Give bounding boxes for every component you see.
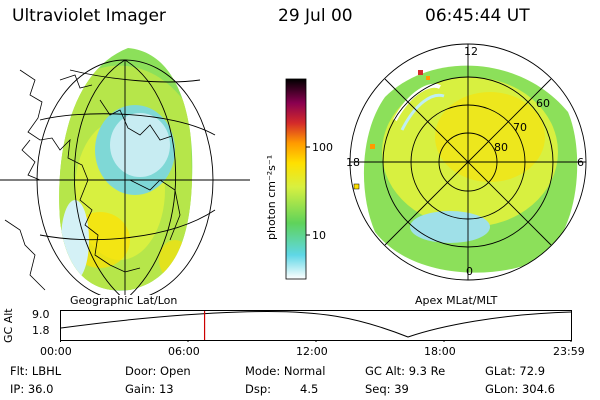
orbit-curve	[60, 310, 572, 338]
info-seq: Seq: 39	[365, 382, 409, 396]
gcalt-xtick-2359: 23:59	[553, 345, 585, 358]
info-gain: Gain: 13	[125, 382, 174, 396]
info-gcalt: GC Alt: 9.3 Re	[365, 364, 446, 378]
colorbar-unit-label: photon cm⁻²s⁻¹	[265, 154, 278, 240]
info-mode: Mode: Normal	[245, 364, 326, 378]
info-door: Door: Open	[125, 364, 191, 378]
gcalt-xtick-1200: 12:00	[296, 345, 328, 358]
gcalt-xtick-0000: 00:00	[40, 345, 72, 358]
lat-label-60: 60	[536, 97, 550, 110]
polar-plot	[349, 43, 587, 281]
gcalt-ytick-min: 1.8	[32, 324, 50, 337]
info-glon: GLon: 304.6	[485, 382, 555, 396]
info-dsp-value: 4.5	[300, 382, 319, 396]
gcalt-xtick-1800: 18:00	[424, 345, 456, 358]
mlt-label-6: 6	[577, 156, 584, 169]
gcalt-plot	[60, 310, 572, 342]
date-label: 29 Jul 00	[278, 6, 353, 26]
colorbar-tick-100: 100	[312, 141, 333, 154]
mlt-label-0: 0	[466, 265, 473, 278]
gcalt-ylabel: GC Alt	[2, 308, 15, 343]
info-dsp-label: Dsp:	[245, 382, 272, 396]
info-ip: IP: 36.0	[10, 382, 54, 396]
lat-label-80: 80	[494, 141, 508, 154]
info-flt: Flt: LBHL	[10, 364, 62, 378]
info-glat: GLat: 72.9	[485, 364, 546, 378]
mlt-label-12: 12	[464, 45, 478, 58]
mlt-label-18: 18	[346, 156, 360, 169]
geographic-image	[0, 48, 250, 295]
gcalt-xtick-0600: 06:00	[168, 345, 200, 358]
time-label: 06:45:44 UT	[425, 6, 530, 26]
colorbar-tick-10: 10	[312, 229, 326, 242]
apex-caption: Apex MLat/MLT	[415, 294, 498, 307]
instrument-title: Ultraviolet Imager	[12, 6, 166, 26]
colorbar	[285, 78, 310, 280]
gcalt-ytick-max: 9.0	[32, 308, 50, 321]
lat-label-70: 70	[513, 121, 527, 134]
geographic-caption: Geographic Lat/Lon	[70, 294, 178, 307]
